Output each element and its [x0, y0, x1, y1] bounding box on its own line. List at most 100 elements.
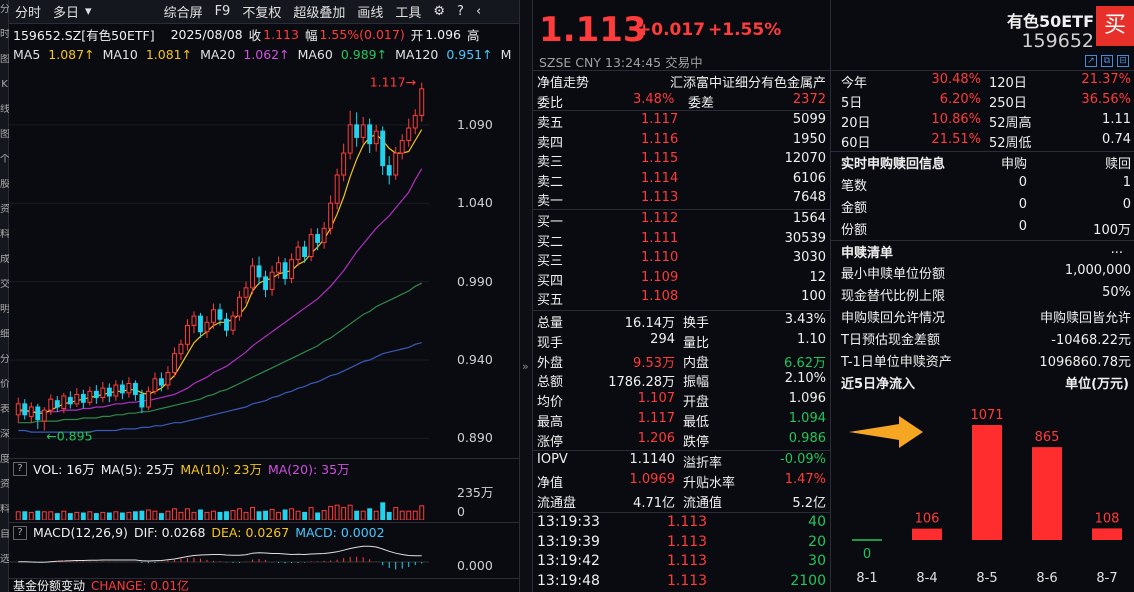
- side-tab-char[interactable]: 深: [0, 429, 9, 440]
- side-tab-char[interactable]: 表: [0, 404, 9, 415]
- y-tick-label: 0.990: [457, 273, 493, 289]
- side-tab-char[interactable]: 料: [0, 229, 9, 240]
- index-name: 汇添富中证细分有色金属产: [669, 76, 826, 91]
- ask-volume: 12070: [784, 151, 826, 166]
- candle-body: [230, 315, 236, 331]
- candle-body: [106, 387, 112, 397]
- help-icon[interactable]: ?: [13, 461, 27, 476]
- tab-intraday[interactable]: 分时: [15, 6, 42, 21]
- bid-volume: 12: [809, 269, 826, 285]
- candle-body: [48, 398, 54, 411]
- copy-icon[interactable]: ⧉: [1101, 55, 1113, 67]
- stat-row: 净值 1.0969 升贴水率 1.47%: [533, 471, 830, 491]
- combined-screen-button[interactable]: 综合屏: [163, 6, 203, 21]
- tick-volume: 40: [808, 514, 826, 530]
- side-tab-char[interactable]: 时: [0, 29, 9, 40]
- multi-day-dropdown-icon[interactable]: ▾: [85, 4, 92, 19]
- side-tab-char[interactable]: 交: [0, 279, 9, 290]
- ask-row[interactable]: 卖一 1.113 7648: [533, 189, 830, 209]
- bid-row[interactable]: 买二 1.111 30539: [533, 230, 830, 250]
- ask-row[interactable]: 卖三 1.115 12070: [533, 150, 830, 170]
- volume-bar: [87, 511, 93, 520]
- stat-row: IOPV 1.1140 溢折率 -0.09%: [533, 451, 830, 471]
- side-tab-char[interactable]: 价: [0, 379, 9, 390]
- bid-row[interactable]: 买五 1.108 100: [533, 288, 830, 308]
- help-icon[interactable]: ?: [457, 4, 464, 19]
- sg-col-redeem: 赎回: [1104, 157, 1131, 172]
- tick-row: 13:19:39 1.113 20: [533, 533, 830, 553]
- side-tab-char[interactable]: 明: [0, 304, 9, 315]
- bid-row[interactable]: 买一 1.112 1564: [533, 210, 830, 230]
- stat-label: 均价: [537, 395, 564, 411]
- side-tab-char[interactable]: 分: [0, 354, 9, 365]
- bid-volume: 1564: [792, 211, 826, 226]
- super-overlay-button[interactable]: 超级叠加: [293, 6, 346, 21]
- volume-chart[interactable]: [9, 478, 429, 520]
- ma-legend-value: 1.081↑: [145, 46, 193, 62]
- tab-multi-day[interactable]: 多日: [53, 6, 80, 21]
- stat-label: 净值: [537, 476, 564, 491]
- tools-button[interactable]: 工具: [395, 6, 422, 21]
- minimize-icon[interactable]: ⊟: [1117, 55, 1129, 67]
- sg-subscribe-value: 0: [1018, 219, 1027, 234]
- side-tab-char[interactable]: 图: [0, 129, 9, 140]
- draw-line-button[interactable]: 画线: [357, 6, 384, 21]
- macd-header: ? MACD(12,26,9) DIF: 0.0268 DEA: 0.0267 …: [9, 522, 519, 542]
- side-tab-char[interactable]: 线: [0, 104, 9, 115]
- side-tab-char[interactable]: 股: [0, 179, 9, 190]
- stat-label: 涨停: [537, 434, 564, 450]
- bid-row[interactable]: 买三 1.110 3030: [533, 249, 830, 269]
- volume-bar: [126, 511, 132, 520]
- ask-row[interactable]: 卖四 1.116 1950: [533, 131, 830, 151]
- ask-row[interactable]: 卖五 1.117 5099: [533, 111, 830, 131]
- side-tab-char[interactable]: 图: [0, 54, 9, 65]
- f9-button[interactable]: F9: [214, 4, 231, 19]
- expand-icon[interactable]: »: [522, 360, 529, 373]
- no-adjust-button[interactable]: 不复权: [242, 6, 282, 21]
- volume-bar: [139, 510, 145, 520]
- panel-divider[interactable]: »: [519, 0, 533, 592]
- y-tick-label: 0.890: [457, 430, 493, 446]
- nav-trend-label[interactable]: 净值走势: [537, 76, 590, 91]
- side-tab-char[interactable]: 自: [0, 529, 9, 540]
- gear-icon[interactable]: ⚙: [433, 4, 446, 19]
- volume-bar: [211, 510, 216, 520]
- side-tab-char[interactable]: 成: [0, 254, 9, 265]
- list-title: 申赎清单: [841, 246, 894, 261]
- side-tab-char[interactable]: 选: [0, 554, 9, 565]
- candle-body: [289, 259, 295, 279]
- candle-body: [243, 287, 249, 298]
- more-icon[interactable]: ...: [1110, 242, 1123, 257]
- ma-legend-label: M: [500, 46, 512, 62]
- ask-row[interactable]: 卖二 1.114 6106: [533, 170, 830, 190]
- bid-level-label: 买一: [537, 215, 564, 230]
- y-tick-label: 1.040: [457, 195, 493, 211]
- side-tab-char[interactable]: 料: [0, 504, 9, 515]
- stat-label: 流通值: [683, 496, 723, 511]
- side-tab-char[interactable]: 细: [0, 329, 9, 340]
- list-label: T日预估现金差额: [841, 333, 940, 348]
- kline-chart[interactable]: 1.117→ ←0.895: [9, 64, 429, 460]
- side-tab-char[interactable]: 资: [0, 479, 9, 490]
- side-tab-char[interactable]: K: [1, 79, 8, 90]
- buy-button[interactable]: 买: [1096, 6, 1134, 46]
- side-tab-char[interactable]: 度: [0, 454, 9, 465]
- flow-category-label: 8-1: [856, 571, 877, 586]
- nav-trend-row[interactable]: 净值走势 汇添富中证细分有色金属产: [533, 71, 830, 91]
- bid-row[interactable]: 买四 1.109 12: [533, 269, 830, 289]
- perf-value: 1.11: [1102, 112, 1131, 127]
- stat-value: 1.117: [637, 411, 675, 426]
- vol-ma5: MA(5): 25万: [100, 462, 175, 477]
- macd-chart[interactable]: [9, 542, 429, 576]
- popout-icon[interactable]: ↗: [1085, 55, 1097, 67]
- side-tab-char[interactable]: 资: [0, 204, 9, 215]
- stat-value: 5.2亿: [792, 496, 826, 511]
- help-icon[interactable]: ?: [13, 525, 27, 540]
- sg-label: 份额: [841, 223, 868, 238]
- side-tab-char[interactable]: 分: [0, 4, 9, 15]
- net-inflow-chart: 0 8-1 106 8-4 1071 8-5 865 8-6 108 8-7: [849, 408, 1122, 586]
- ask-price: 1.113: [641, 190, 679, 205]
- side-tab-char[interactable]: 个: [0, 154, 9, 165]
- collapse-icon[interactable]: ‹: [475, 4, 482, 19]
